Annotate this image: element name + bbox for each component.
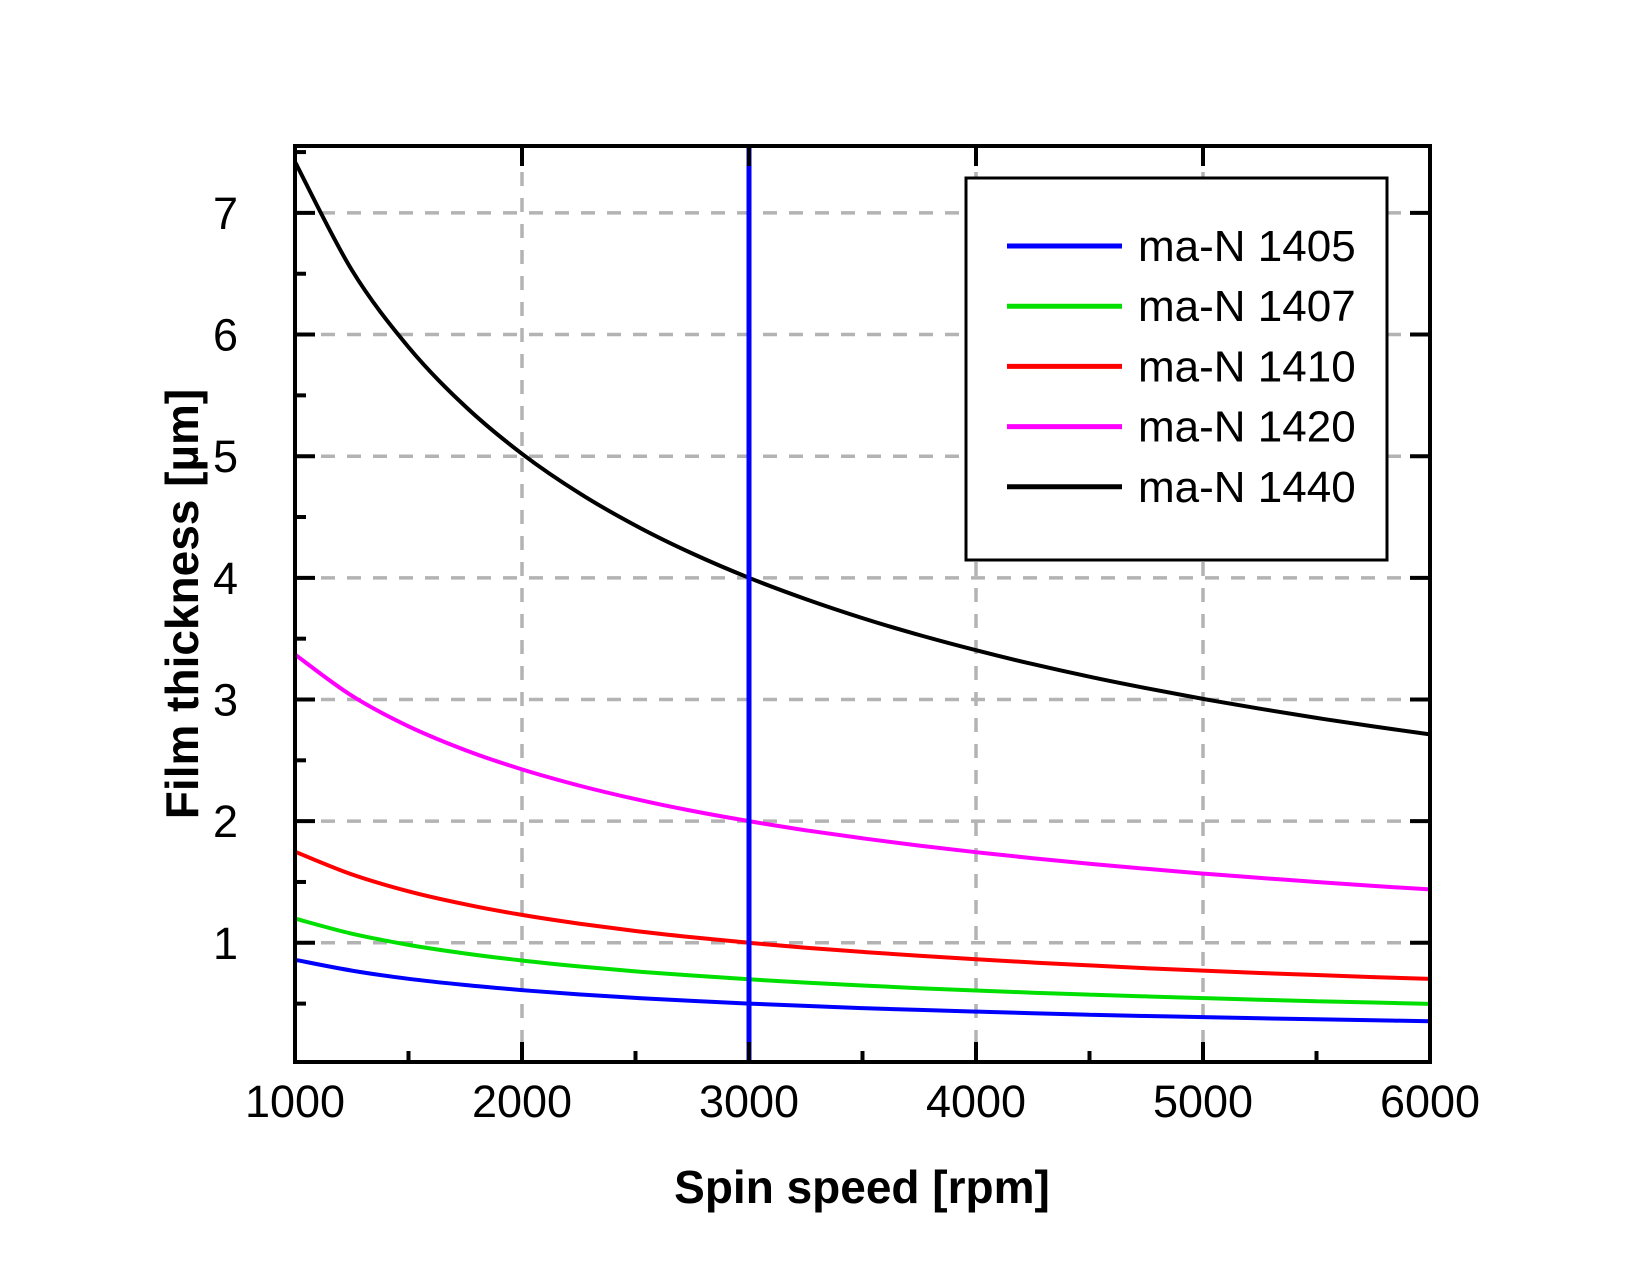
legend-label: ma-N 1407 [1138, 282, 1356, 331]
x-tick-label: 2000 [472, 1076, 572, 1127]
legend-label: ma-N 1420 [1138, 403, 1356, 452]
y-tick-label: 5 [213, 431, 238, 482]
x-tick-label: 5000 [1153, 1076, 1253, 1127]
y-tick-label: 3 [213, 674, 238, 725]
curve-ma-n-1440 [293, 159, 1432, 737]
x-tick-label: 3000 [699, 1076, 799, 1127]
y-tick-label: 1 [213, 918, 238, 969]
legend: ma-N 1405 ma-N 1407 ma-N 1410 ma-N 1420 ma-N… [964, 176, 1389, 562]
x-axis-title: Spin speed [rpm] [674, 1161, 1050, 1213]
curves [293, 159, 1432, 1024]
legend-label: ma-N 1405 [1138, 222, 1356, 271]
legend-box [964, 176, 1389, 562]
axes [293, 144, 1432, 1064]
legend-label: ma-N 1410 [1138, 342, 1356, 391]
y-tick-label: 4 [213, 553, 238, 604]
y-tick-label: 2 [213, 796, 238, 847]
y-axis-title: Film thickness [µm] [156, 389, 208, 819]
curve-ma-n-1410 [293, 849, 1432, 981]
legend-label: ma-N 1440 [1138, 463, 1356, 512]
x-tick-label: 1000 [245, 1076, 345, 1127]
x-tick-label: 4000 [926, 1076, 1026, 1127]
y-tick-label: 6 [213, 310, 238, 361]
y-tick-label: 7 [213, 188, 238, 239]
curve-ma-n-1405 [293, 957, 1432, 1024]
curve-ma-n-1420 [293, 652, 1432, 892]
x-tick-label: 6000 [1380, 1076, 1480, 1127]
tick-labels: 1000 2000 3000 4000 5000 6000 1 2 3 4 5 6 7 [213, 188, 1480, 1127]
curve-ma-n-1407 [293, 916, 1432, 1006]
